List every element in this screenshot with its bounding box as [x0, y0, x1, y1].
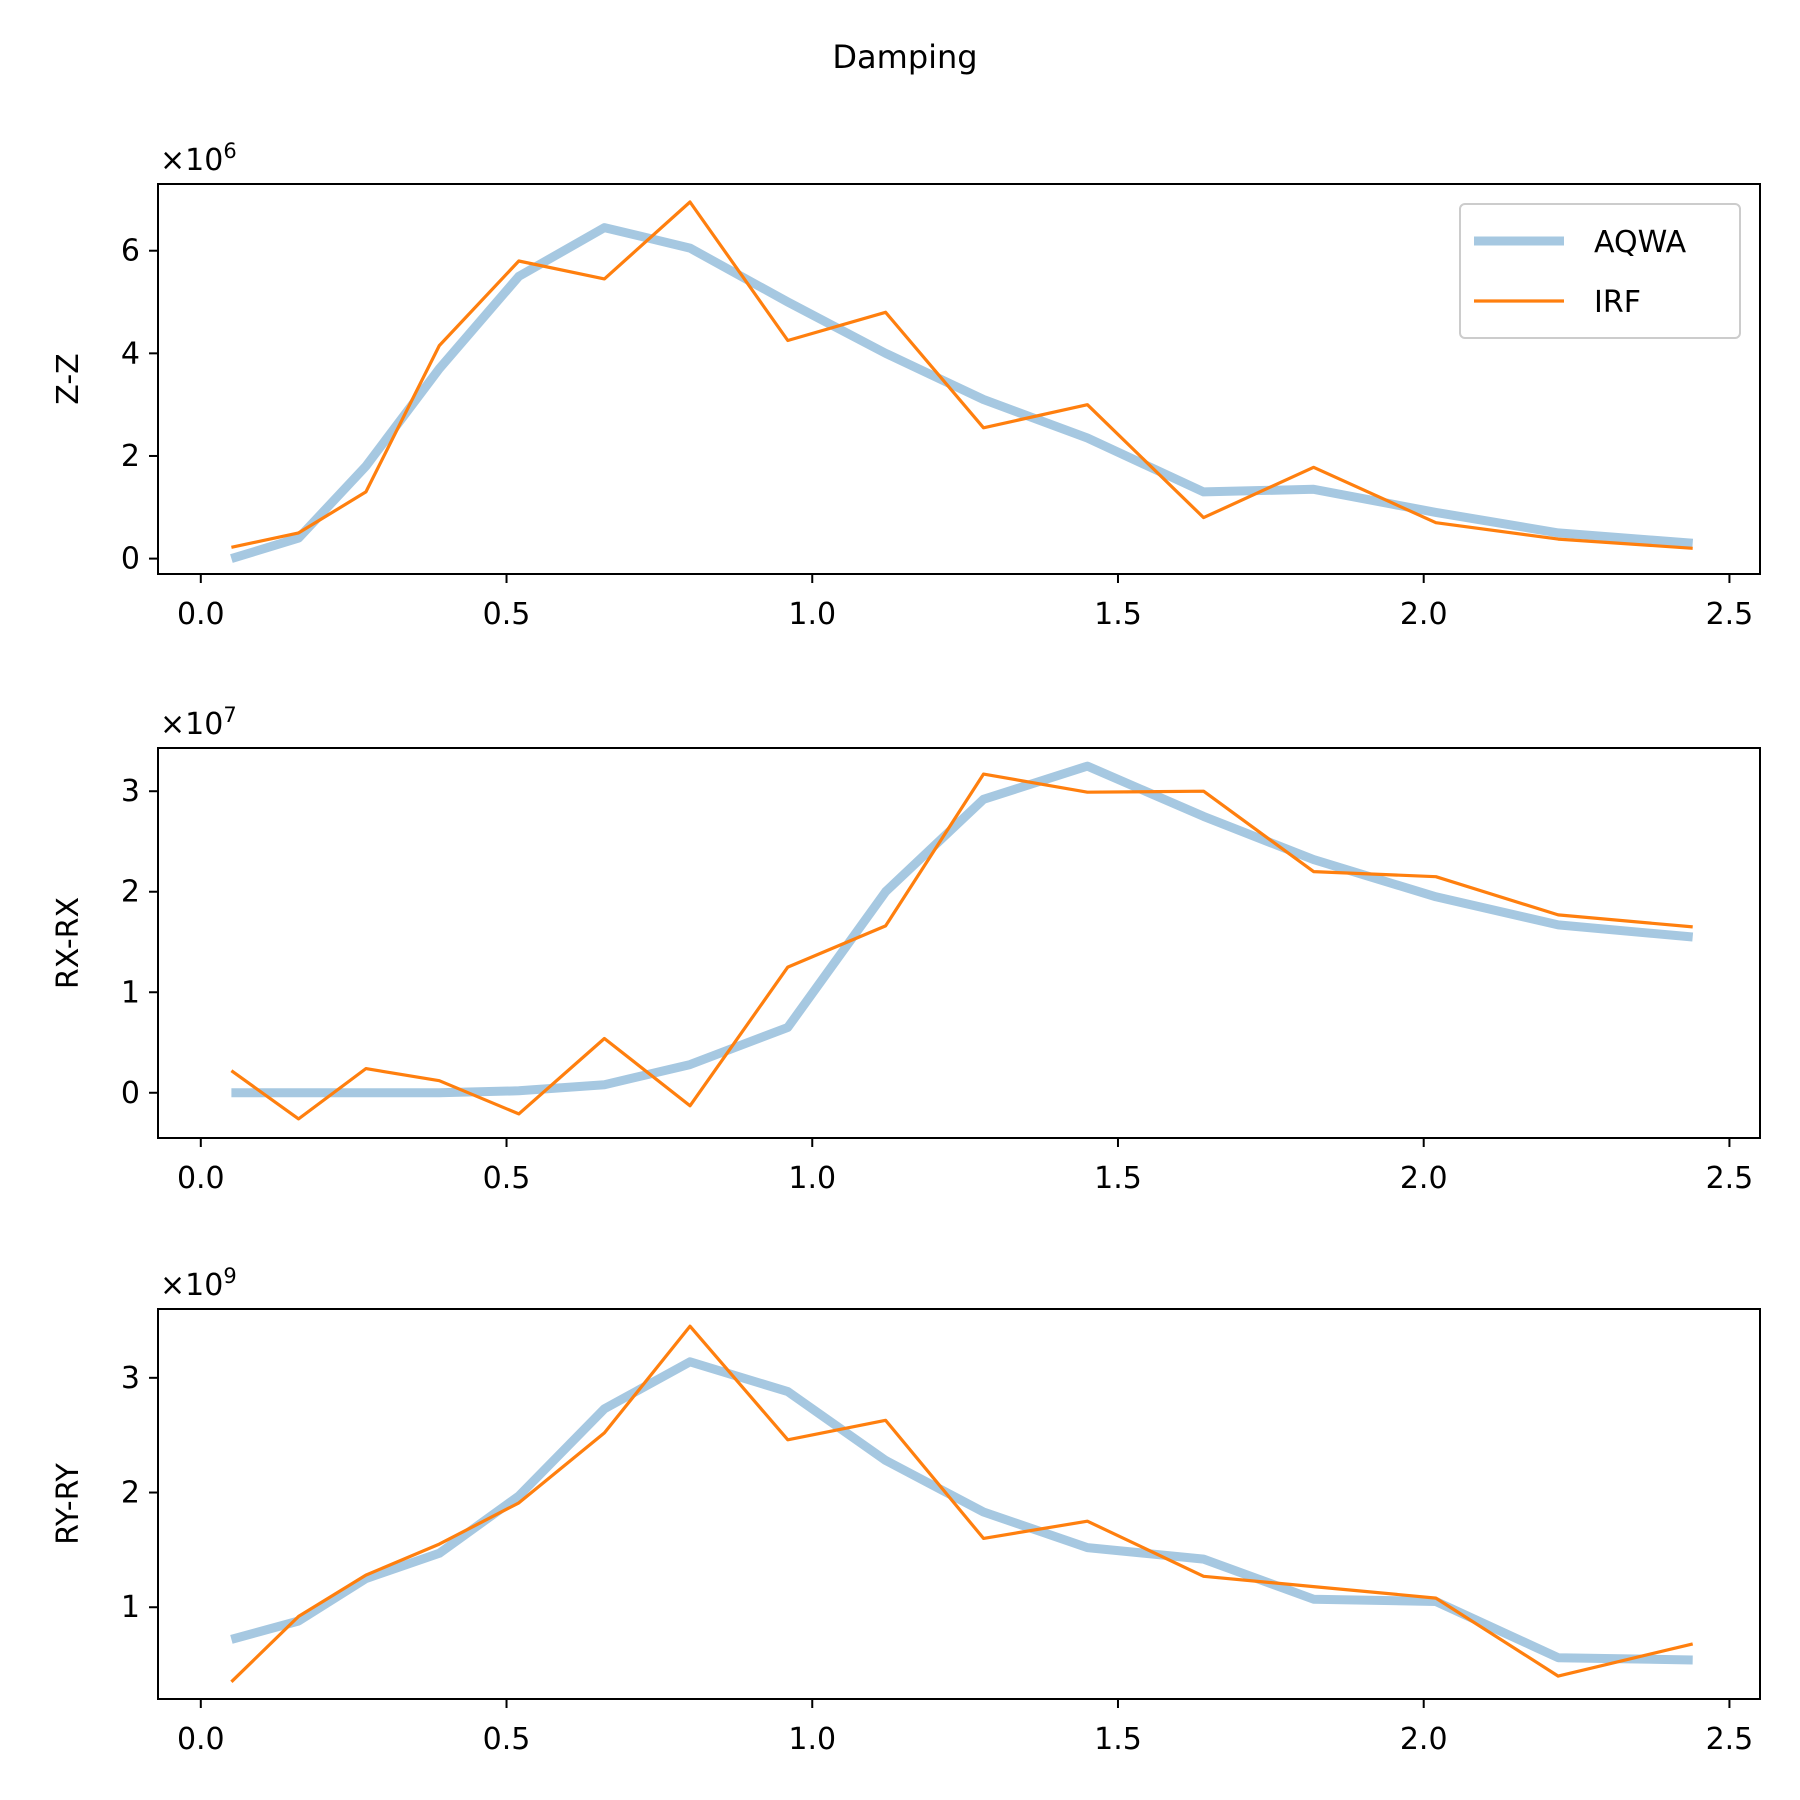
- x-tick-label: 0.5: [483, 1722, 531, 1757]
- y-tick-label: 1: [121, 1590, 140, 1625]
- legend: AQWA IRF: [1459, 203, 1741, 339]
- legend-label-aqwa: AQWA: [1594, 225, 1687, 260]
- x-tick-label: 2.0: [1400, 597, 1448, 632]
- subplot-ry-ry: 0.0 0.5 1.0 1.5 2.0 2.5 1 2 3 RY-RY ×109: [51, 1264, 1761, 1757]
- x-tick-label: 1.5: [1094, 1722, 1142, 1757]
- y-tick-label: 2: [121, 439, 140, 474]
- x-tick-label: 1.5: [1094, 1161, 1142, 1196]
- series-line-irf: [230, 772, 1693, 1121]
- x-tick-label: 2.0: [1400, 1161, 1448, 1196]
- series-line-aqwa: [230, 1357, 1693, 1665]
- y-offset-text: ×109: [160, 1264, 237, 1303]
- y-axis-label: RY-RY: [51, 1462, 86, 1544]
- x-tick-label: 2.5: [1706, 597, 1754, 632]
- x-tick-label: 0.5: [483, 1161, 531, 1196]
- x-tick-label: 0.0: [177, 597, 225, 632]
- x-tick-label: 0.0: [177, 1722, 225, 1757]
- x-tick-label: 1.0: [788, 597, 836, 632]
- series-group: [230, 761, 1694, 1121]
- y-tick-label: 2: [121, 875, 140, 910]
- y-tick-label: 3: [121, 1361, 140, 1396]
- series-line-irf: [230, 1324, 1694, 1683]
- y-axis-label: Z-Z: [51, 353, 86, 404]
- x-tick-label: 2.5: [1706, 1722, 1754, 1757]
- axes-frame: [157, 183, 1761, 575]
- y-tick-label: 4: [121, 336, 140, 371]
- x-tick-label: 1.5: [1094, 597, 1142, 632]
- x-tick-label: 1.0: [788, 1722, 836, 1757]
- y-tick-label: 0: [121, 1076, 140, 1111]
- y-axis-label: RX-RX: [51, 897, 86, 989]
- y-tick-label: 2: [121, 1476, 140, 1511]
- x-tick-label: 1.0: [788, 1161, 836, 1196]
- legend-label-irf: IRF: [1594, 285, 1641, 320]
- y-tick-label: 0: [121, 542, 140, 577]
- axes-frame: [157, 1308, 1761, 1700]
- x-tick-label: 2.0: [1400, 1722, 1448, 1757]
- series-line-aqwa: [231, 761, 1694, 1098]
- y-tick-label: 1: [121, 975, 140, 1010]
- series-line-irf: [231, 200, 1693, 550]
- y-tick-label: 3: [121, 774, 140, 809]
- figure-title: Damping: [832, 38, 977, 76]
- axes-frame: [157, 747, 1761, 1139]
- x-tick-label: 0.5: [483, 597, 531, 632]
- x-tick-label: 2.5: [1706, 1161, 1754, 1196]
- series-group: [230, 1324, 1694, 1683]
- series-group: [230, 200, 1694, 563]
- x-tick-label: 0.0: [177, 1161, 225, 1196]
- y-tick-label: 6: [121, 234, 140, 269]
